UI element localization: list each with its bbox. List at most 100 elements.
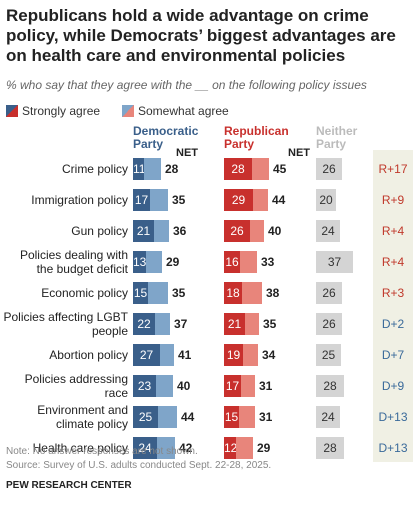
neither-bar: 26 (316, 313, 342, 335)
dem-net-value: 41 (178, 348, 192, 362)
dem-somewhat-bar (144, 158, 161, 180)
row-label: Environment and climate policy (37, 403, 128, 431)
rep-somewhat-bar (240, 251, 257, 273)
chart-title: Republicans hold a wide advantage on cri… (6, 6, 396, 65)
dem-net-value: 44 (181, 410, 195, 424)
neither-bar: 37 (316, 251, 353, 273)
chart-subtitle: % who say that they agree with the __ on… (6, 78, 367, 92)
dem-strongly-bar: 27 (133, 344, 160, 366)
row-label: Gun policy (71, 224, 128, 238)
row-label: Policies addressing race (24, 372, 128, 400)
chart-row: Crime policy 11 28 28 45 26 R+17 (0, 154, 420, 184)
dem-somewhat-bar (146, 251, 162, 273)
chart-row: Economic policy 15 35 18 38 26 R+3 (0, 278, 420, 308)
difference-value: R+4 (381, 255, 405, 269)
difference-value: D+7 (381, 348, 405, 362)
rep-net-value: 38 (266, 286, 280, 300)
rep-strongly-bar: 26 (224, 220, 250, 242)
column-header-democratic: Democratic Party (133, 124, 199, 151)
rep-strongly-bar: 29 (224, 189, 253, 211)
rep-somewhat-bar (242, 282, 262, 304)
dem-somewhat-bar (148, 282, 168, 304)
row-label: Health care policy (32, 441, 128, 455)
dem-strongly-bar: 22 (133, 313, 155, 335)
net-header-republican: NET (288, 147, 310, 159)
neither-bar: 25 (316, 344, 341, 366)
dem-net-value: 40 (177, 379, 191, 393)
dem-strongly-bar: 21 (133, 220, 154, 242)
chart-row: Policies dealing with the budget deficit… (0, 247, 420, 277)
source-text: Source: Survey of U.S. adults conducted … (6, 460, 272, 471)
column-header-neither: Neither Party (316, 124, 358, 151)
dem-somewhat-bar (155, 313, 170, 335)
difference-value: R+17 (378, 162, 408, 176)
dem-net-value: 35 (172, 286, 186, 300)
neither-bar: 28 (316, 437, 344, 459)
note-text: Note: No answer responses are not shown. (6, 446, 198, 457)
rep-somewhat-bar (250, 220, 264, 242)
rep-somewhat-bar (243, 344, 258, 366)
dem-strongly-bar: 17 (133, 189, 150, 211)
neither-bar: 20 (316, 189, 336, 211)
row-label: Economic policy (41, 286, 128, 300)
rep-somewhat-bar (241, 375, 255, 397)
neither-bar: 28 (316, 375, 344, 397)
dem-net-value: 36 (173, 224, 187, 238)
row-label: Immigration policy (31, 193, 128, 207)
dem-net-value: 37 (174, 317, 188, 331)
rep-somewhat-bar (245, 313, 259, 335)
difference-value: D+9 (381, 379, 405, 393)
chart-row: Health care policy 24 42 12 29 28 D+13 (0, 433, 420, 463)
difference-value: D+2 (381, 317, 405, 331)
rep-somewhat-bar (236, 437, 253, 459)
rep-net-value: 33 (261, 255, 275, 269)
credit-text: PEW RESEARCH CENTER (6, 480, 132, 491)
net-header-democratic: NET (176, 147, 198, 159)
rep-net-value: 31 (259, 410, 273, 424)
legend-label-somewhat: Somewhat agree (138, 104, 229, 118)
chart-row: Environment and climate policy 25 44 15 31 24… (0, 402, 420, 432)
legend-swatch-strong (6, 105, 18, 117)
row-label: Crime policy (61, 162, 128, 176)
legend-strongly-agree: Strongly agree (6, 104, 100, 118)
chart-row: Gun policy 21 36 26 40 24 R+4 (0, 216, 420, 246)
dem-strongly-bar: 23 (133, 375, 156, 397)
neither-bar: 24 (316, 406, 340, 428)
dem-net-value: 42 (179, 441, 193, 455)
chart-row: Policies addressing race 23 40 17 31 28 D+9 (0, 371, 420, 401)
rep-somewhat-bar (252, 158, 269, 180)
dem-somewhat-bar (160, 344, 174, 366)
legend-label-strong: Strongly agree (22, 104, 101, 118)
rep-net-value: 29 (257, 441, 271, 455)
rep-net-value: 34 (262, 348, 276, 362)
dem-strongly-bar: 13 (133, 251, 146, 273)
row-label: Policies dealing with the budget deficit (19, 248, 128, 276)
difference-value: R+9 (381, 193, 405, 207)
rep-strongly-bar: 17 (224, 375, 241, 397)
difference-value: D+13 (378, 441, 408, 455)
rep-strongly-bar: 19 (224, 344, 243, 366)
neither-bar: 24 (316, 220, 340, 242)
row-label: Policies affecting LGBT people (3, 310, 128, 338)
rep-net-value: 45 (273, 162, 287, 176)
rep-strongly-bar: 12 (224, 437, 237, 459)
difference-column-background (373, 150, 413, 462)
rep-somewhat-bar (239, 406, 255, 428)
dem-net-value: 35 (172, 193, 186, 207)
rep-strongly-bar: 28 (224, 158, 252, 180)
dem-somewhat-bar (154, 220, 169, 242)
chart-row: Abortion policy 27 41 19 34 25 D+7 (0, 340, 420, 370)
rep-net-value: 31 (259, 379, 273, 393)
dem-net-value: 28 (165, 162, 179, 176)
legend-swatch-somewhat (122, 105, 134, 117)
rep-strongly-bar: 15 (224, 406, 239, 428)
dem-net-value: 29 (166, 255, 180, 269)
rep-strongly-bar: 16 (224, 251, 240, 273)
dem-somewhat-bar (150, 189, 168, 211)
chart-row: Immigration policy 17 35 29 44 20 R+9 (0, 185, 420, 215)
dem-strongly-bar: 11 (133, 158, 145, 180)
dem-strongly-bar: 25 (133, 406, 158, 428)
neither-bar: 26 (316, 282, 342, 304)
difference-value: R+4 (381, 224, 405, 238)
dem-strongly-bar: 15 (133, 282, 148, 304)
